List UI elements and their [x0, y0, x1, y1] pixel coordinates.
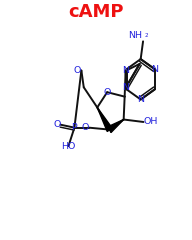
Text: P: P: [72, 123, 77, 132]
Text: $_2$: $_2$: [144, 31, 149, 40]
Text: N: N: [151, 65, 158, 74]
Text: O: O: [103, 88, 111, 97]
Text: cAMP: cAMP: [68, 3, 124, 21]
Text: NH: NH: [128, 31, 142, 40]
Text: O: O: [74, 66, 81, 75]
Text: N: N: [122, 66, 129, 75]
Polygon shape: [97, 108, 112, 132]
Text: N: N: [137, 95, 144, 104]
Text: N: N: [122, 83, 129, 92]
Polygon shape: [108, 120, 124, 132]
Text: O: O: [53, 120, 60, 129]
Text: OH: OH: [143, 117, 158, 126]
Text: O: O: [81, 123, 89, 132]
Text: HO: HO: [61, 142, 76, 151]
